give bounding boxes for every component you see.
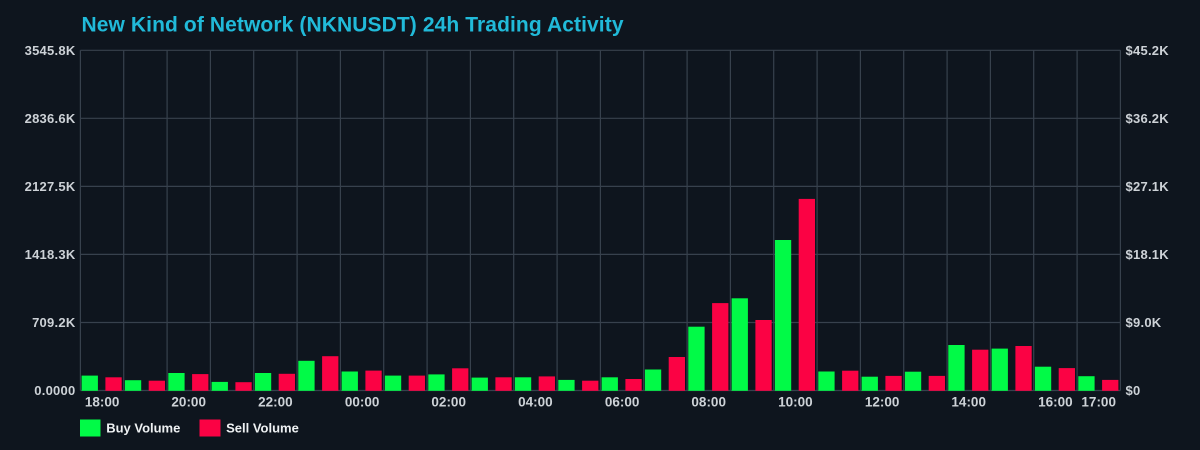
svg-text:12:00: 12:00 (865, 395, 900, 410)
svg-text:00:00: 00:00 (345, 395, 380, 410)
svg-text:$45.2K: $45.2K (1126, 43, 1170, 58)
svg-text:04:00: 04:00 (518, 395, 553, 410)
svg-text:10:00: 10:00 (778, 395, 813, 410)
svg-text:18:00: 18:00 (85, 395, 120, 410)
svg-text:709.2K: 709.2K (32, 315, 76, 330)
svg-text:$9.0K: $9.0K (1126, 315, 1162, 330)
svg-text:2836.6K: 2836.6K (25, 111, 76, 126)
svg-text:06:00: 06:00 (605, 395, 640, 410)
svg-text:1418.3K: 1418.3K (25, 247, 76, 262)
svg-text:2127.5K: 2127.5K (25, 179, 76, 194)
svg-text:New Kind of Network (NKNUSDT): New Kind of Network (NKNUSDT) 24h Tradin… (82, 14, 624, 37)
svg-text:3545.8K: 3545.8K (25, 43, 76, 58)
svg-text:$18.1K: $18.1K (1126, 247, 1170, 262)
svg-text:$36.2K: $36.2K (1126, 111, 1170, 126)
svg-text:14:00: 14:00 (951, 395, 986, 410)
svg-text:17:00: 17:00 (1081, 395, 1116, 410)
svg-text:16:00: 16:00 (1038, 395, 1073, 410)
svg-text:08:00: 08:00 (691, 395, 726, 410)
svg-text:Buy Volume: Buy Volume (106, 421, 180, 436)
svg-text:02:00: 02:00 (431, 395, 466, 410)
svg-text:$0: $0 (1126, 383, 1141, 398)
svg-text:22:00: 22:00 (258, 395, 293, 410)
svg-text:$27.1K: $27.1K (1126, 179, 1170, 194)
svg-text:20:00: 20:00 (171, 395, 206, 410)
svg-text:0.0000: 0.0000 (34, 383, 75, 398)
svg-text:Sell Volume: Sell Volume (226, 421, 299, 436)
